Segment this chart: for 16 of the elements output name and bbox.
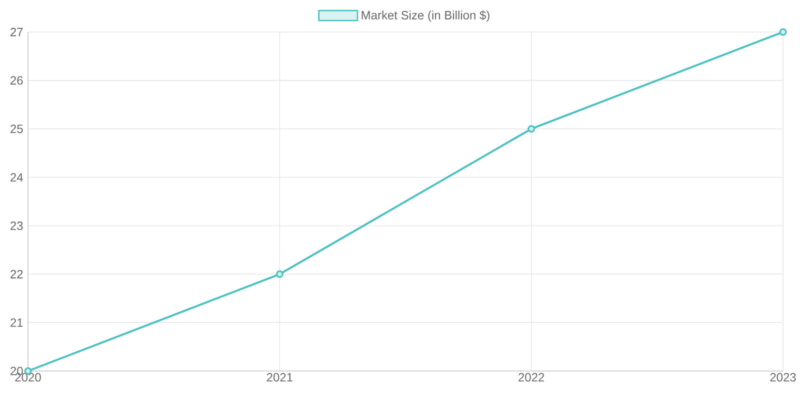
point <box>779 28 787 36</box>
x-tick-label: 2022 <box>518 373 544 382</box>
point <box>528 125 536 133</box>
y-tick-label: 21 <box>10 318 23 327</box>
y-tick-label: 22 <box>10 270 23 278</box>
y-tick-label: 26 <box>10 76 23 85</box>
y-tick-label: 27 <box>10 28 23 36</box>
y-tick-label: 25 <box>10 124 23 134</box>
x-tick-label: 2020 <box>15 373 41 382</box>
y-tick-label: 23 <box>10 221 23 230</box>
y-tick-label: 24 <box>10 173 23 182</box>
x-tick-label: 2023 <box>770 373 796 382</box>
point <box>276 270 284 278</box>
x-tick-label: 2021 <box>266 373 292 382</box>
y-tick-label: 20 <box>10 366 23 376</box>
legend-label: Market Size (in Billion $) <box>362 10 490 22</box>
